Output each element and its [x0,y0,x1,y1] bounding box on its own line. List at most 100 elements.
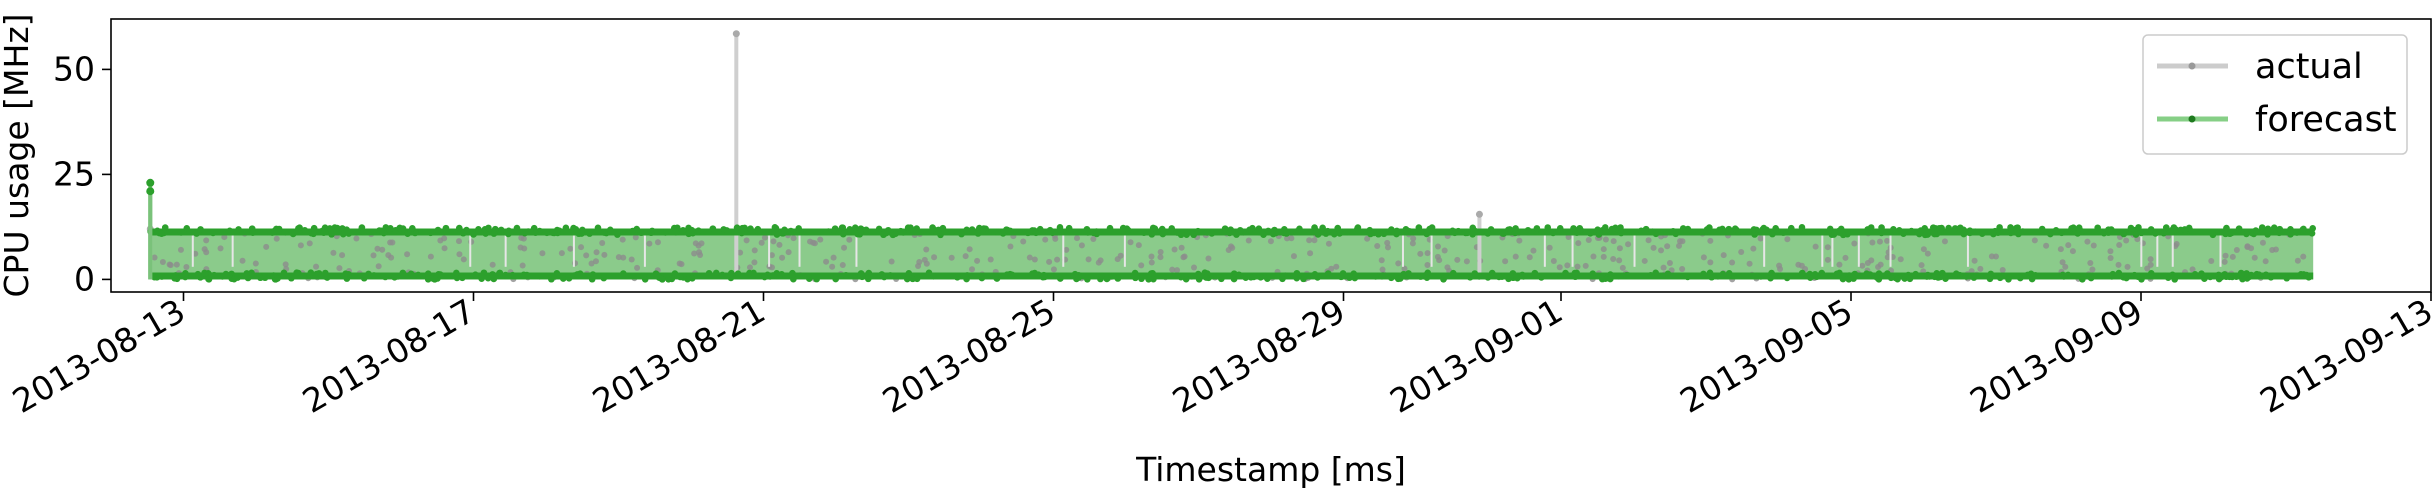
actual-point [2173,241,2180,248]
actual-point [592,258,599,265]
forecast-point [1647,272,1655,279]
forecast-spike-point [146,178,155,187]
actual-point [1042,236,1049,243]
actual-point [1700,254,1707,261]
forecast-point [1878,224,1885,231]
forecast-point [1351,274,1359,282]
forecast-point [1549,229,1557,237]
forecast-point [485,224,492,232]
forecast-point [2152,230,2159,237]
actual-point [1660,264,1667,271]
forecast-point [472,271,479,278]
forecast-point [746,269,753,277]
actual-point [1395,260,1402,267]
actual-point [823,258,830,265]
forecast-point [209,229,217,237]
forecast-point [2264,231,2271,238]
forecast-point [1451,229,1459,237]
actual-point [646,240,653,247]
actual-point [2222,252,2229,259]
forecast-point [723,227,731,234]
actual-point [915,262,922,269]
actual-point [1454,256,1461,263]
forecast-point [910,228,917,235]
actual-point [177,246,184,253]
actual-point [1516,237,1523,244]
actual-point [948,254,955,261]
forecast-point [1114,275,1122,282]
actual-point [2233,247,2240,254]
legend-item-forecast: forecast [2157,100,2397,140]
forecast-point [1150,275,1157,283]
actual-point [578,244,585,251]
actual-point [2269,246,2276,253]
forecast-point [588,275,596,283]
forecast-point [193,230,200,237]
forecast-point [2047,230,2054,238]
forecast-point [343,226,350,233]
forecast-point [1399,272,1407,280]
forecast-point [1996,224,2003,231]
forecast-point [1837,227,1845,234]
forecast-point [2222,230,2229,238]
actual-point [221,234,228,241]
actual-spike-point [732,30,740,38]
actual-point [1181,253,1188,260]
actual-point [1619,264,1626,271]
forecast-point [2070,224,2077,231]
forecast-point [1951,225,1959,232]
forecast-point [963,275,970,283]
forecast-point [1931,230,1938,238]
forecast-point [1471,270,1479,277]
forecast-point [1906,275,1914,283]
forecast-point [963,226,971,234]
forecast-point [1151,225,1159,232]
forecast-point [2235,225,2243,232]
forecast-point [1375,230,1382,238]
forecast-point [475,226,482,233]
actual-point [252,260,259,267]
forecast-point [688,226,696,234]
forecast-point [1929,224,1937,231]
forecast-point [1966,229,1974,237]
actual-point [1526,254,1533,261]
forecast-point [1725,269,1733,277]
forecast-point [705,270,713,277]
actual-point [1171,246,1178,253]
actual-point [1148,253,1155,260]
actual-point [1616,245,1623,252]
actual-point [654,239,661,246]
x-tick-label: 2013-08-13 [6,291,192,421]
actual-point [2059,259,2066,266]
actual-point [599,240,606,247]
forecast-point [1084,229,1092,236]
forecast-point [1311,224,1318,231]
forecast-point [1334,224,1342,232]
actual-point [1114,256,1121,263]
forecast-point [1887,274,1895,282]
forecast-point [1380,230,1388,238]
forecast-point [1372,273,1379,280]
forecast-point [1293,274,1301,282]
forecast-point [513,224,521,232]
forecast-point [2177,226,2184,234]
actual-point [676,260,683,267]
actual-point [692,240,699,247]
forecast-point [2005,275,2012,283]
forecast-point [1279,275,1286,283]
forecast-point [2014,224,2021,231]
forecast-point [2132,231,2140,238]
forecast-point [1336,230,1343,237]
actual-point [1884,237,1891,244]
forecast-point [1725,225,1733,233]
actual-point [1463,258,1470,265]
actual-point [1977,265,1984,272]
forecast-point [2131,271,2138,279]
actual-point [1138,262,1145,269]
actual-point [339,252,346,259]
forecast-point [2228,229,2236,237]
forecast-point [606,226,614,234]
actual-point [1746,260,1753,267]
actual-point [387,239,394,246]
actual-point [1707,259,1714,266]
